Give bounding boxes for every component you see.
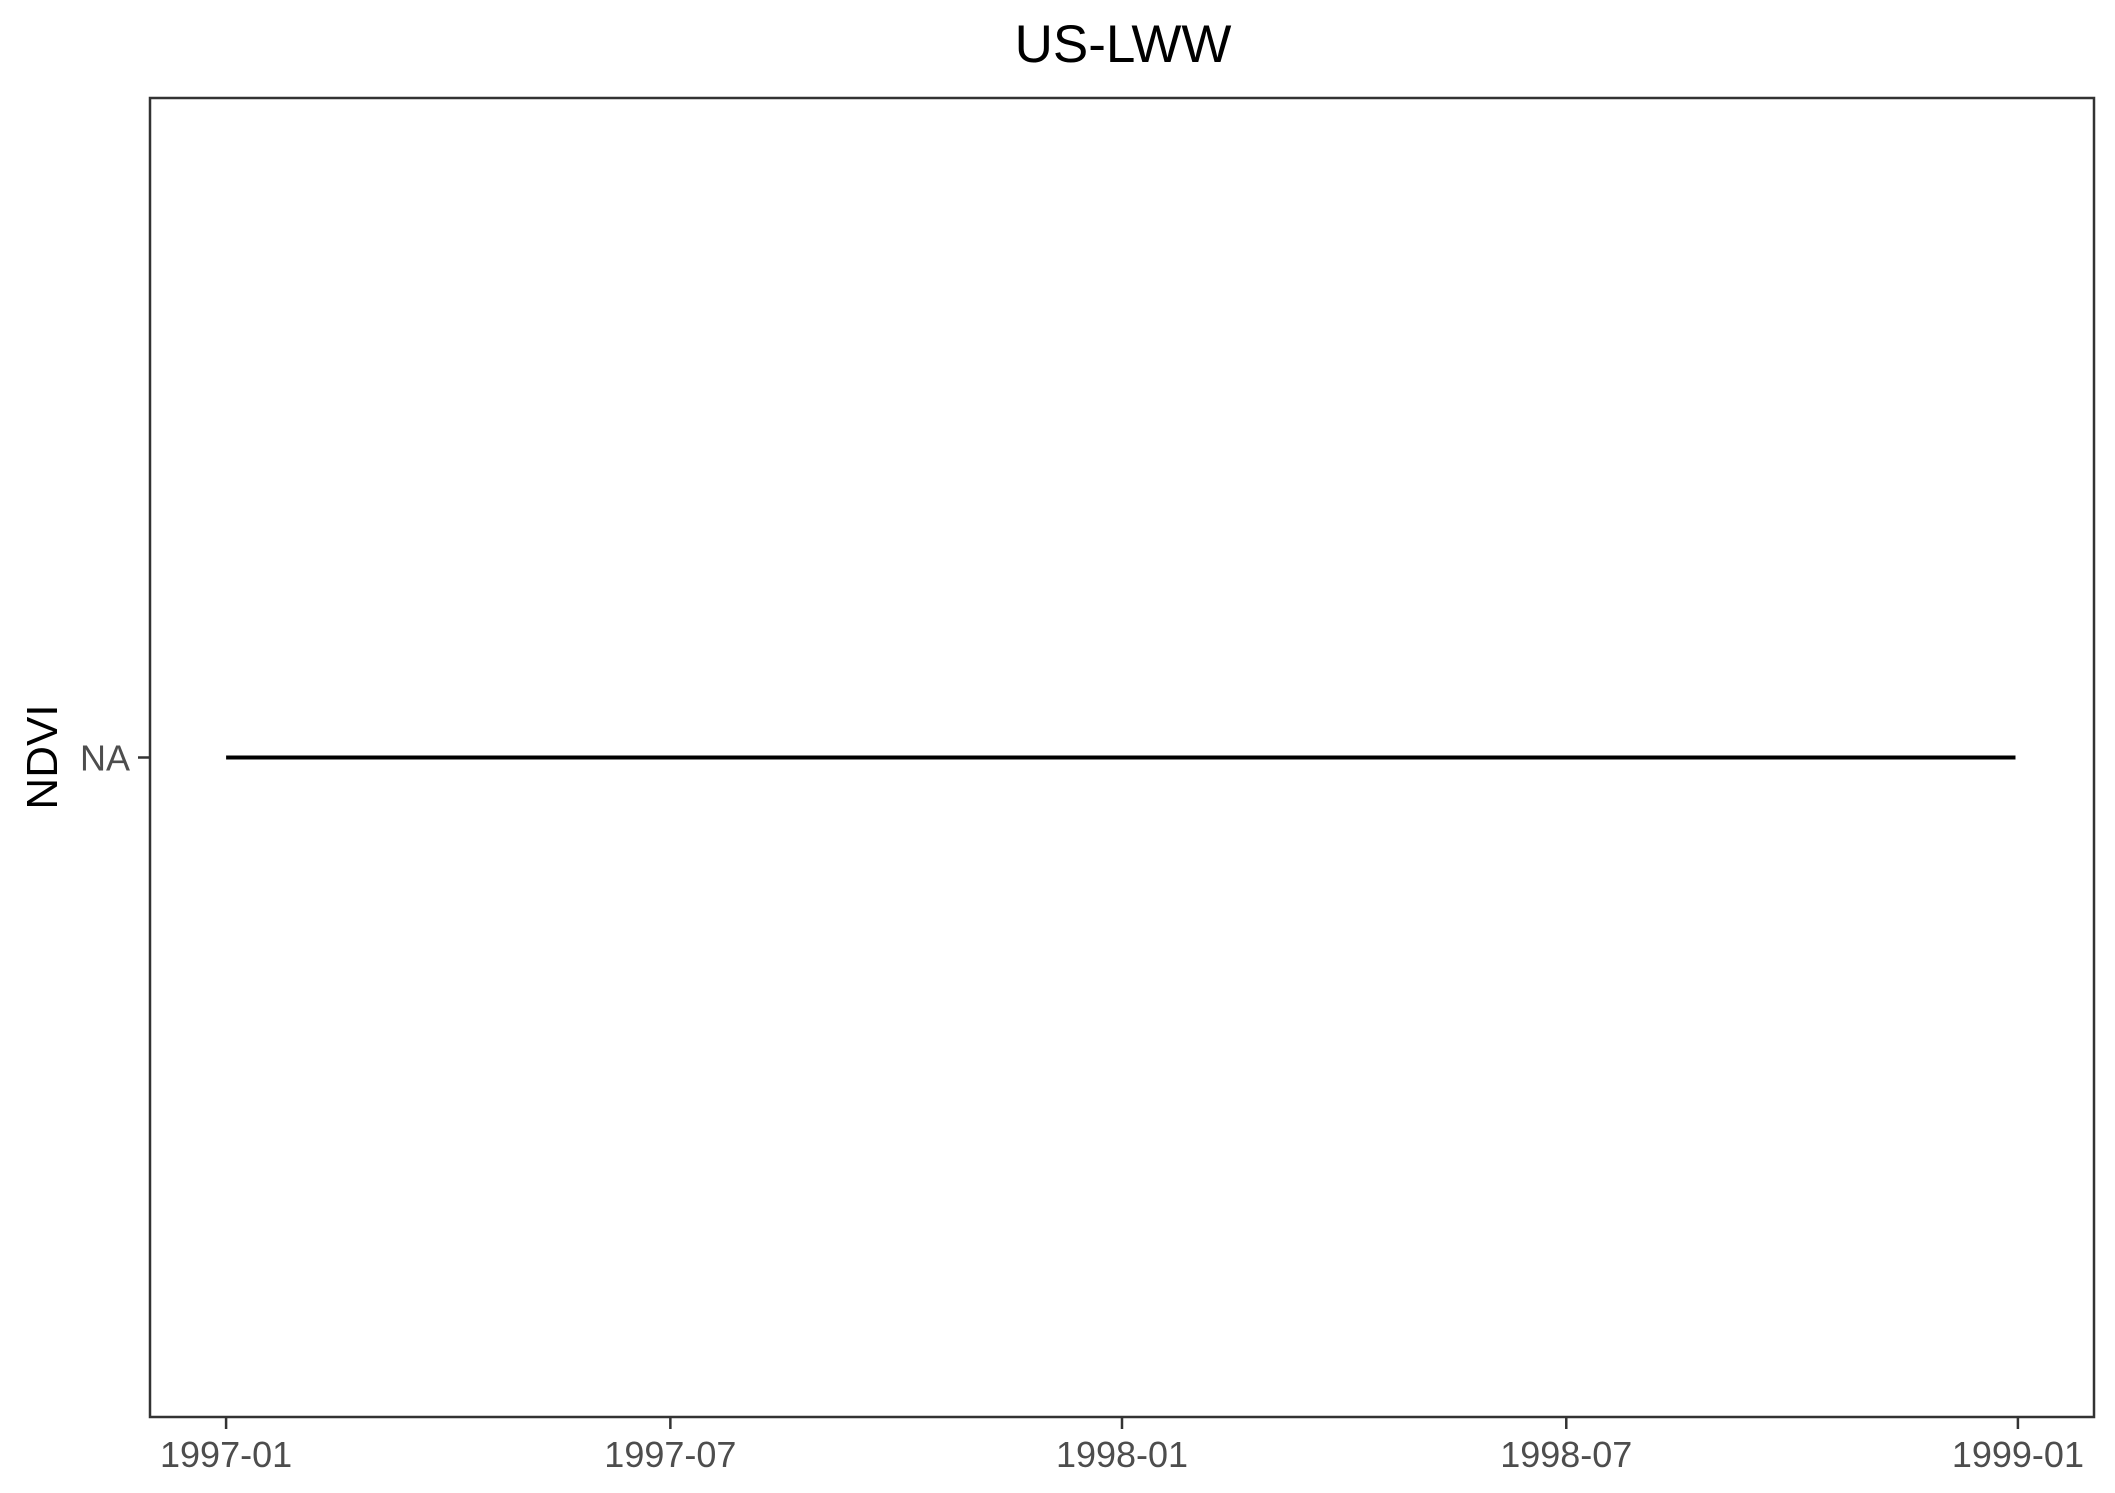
x-tick-label: 1998-07: [1500, 1434, 1632, 1475]
x-tick-label: 1998-01: [1056, 1434, 1188, 1475]
y-axis-label: NDVI: [18, 704, 67, 809]
y-axis-ticks: NA: [80, 738, 150, 779]
x-tick-label: 1997-01: [160, 1434, 292, 1475]
chart-title: US-LWW: [1015, 15, 1232, 74]
x-axis-ticks: 1997-01 1997-07 1998-01 1998-07 1999-01: [160, 1417, 2084, 1475]
x-tick-label: 1997-07: [604, 1434, 736, 1475]
y-tick-label: NA: [80, 738, 130, 779]
x-tick-label: 1999-01: [1952, 1434, 2084, 1475]
